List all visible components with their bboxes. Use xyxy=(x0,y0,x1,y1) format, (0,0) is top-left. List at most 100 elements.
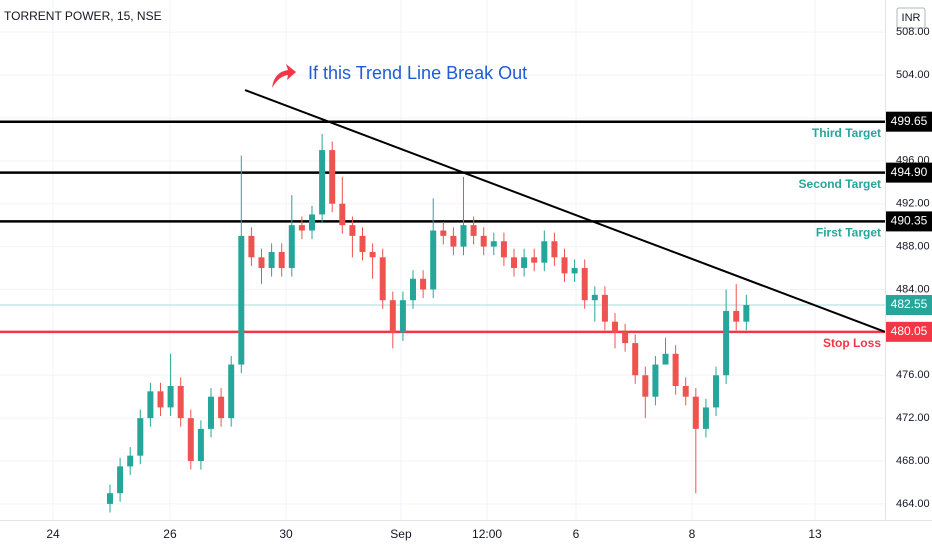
candle-body xyxy=(511,257,518,269)
candle-body xyxy=(733,310,740,322)
y-tick-label: 472.00 xyxy=(896,412,930,424)
candle-body xyxy=(127,455,134,467)
annotation-arrow xyxy=(272,64,296,88)
candle-body xyxy=(248,235,255,258)
price-level-name: Second Target xyxy=(799,177,881,191)
candle-body xyxy=(420,278,427,290)
candle-body xyxy=(521,257,528,269)
candle-body xyxy=(612,321,619,333)
y-tick-label: 508.00 xyxy=(896,26,930,38)
candle-body xyxy=(743,305,750,322)
candle-body xyxy=(117,466,124,494)
candle-body xyxy=(581,268,588,301)
candle-body xyxy=(298,225,305,231)
candles xyxy=(106,134,750,513)
price-level-tag xyxy=(886,321,932,342)
candle-body xyxy=(490,241,497,247)
candle-body xyxy=(106,493,113,504)
candle-body xyxy=(238,235,245,365)
price-level-value: 490.35 xyxy=(891,214,928,228)
candle-body xyxy=(228,364,235,419)
candle-body xyxy=(379,257,386,301)
current-price-tag xyxy=(886,295,932,316)
candle-body xyxy=(682,385,689,397)
candle-body xyxy=(399,300,406,333)
trend-line xyxy=(244,89,886,333)
y-tick-label: 484.00 xyxy=(896,283,930,295)
candle-body xyxy=(329,150,336,204)
candle-body xyxy=(278,251,285,269)
candle-body xyxy=(571,268,578,274)
x-tick-label: 26 xyxy=(163,527,177,541)
candle-body xyxy=(268,251,275,269)
candle-body xyxy=(561,257,568,274)
candle-body xyxy=(288,225,295,269)
candle-body xyxy=(137,418,144,456)
candle-body xyxy=(531,257,538,263)
candle-body xyxy=(662,353,669,365)
price-level-tag xyxy=(886,211,932,232)
candle-body xyxy=(480,235,487,247)
annotation: If this Trend Line Break Out xyxy=(308,63,527,83)
x-tick-label: Sep xyxy=(390,527,412,541)
candle-body xyxy=(591,294,598,301)
price-level-tag xyxy=(886,162,932,183)
currency: INR xyxy=(902,12,921,24)
candle-body xyxy=(177,385,184,419)
price-level-tag xyxy=(886,111,932,132)
candle-body xyxy=(389,300,396,333)
y-tick-label: 504.00 xyxy=(896,69,930,81)
price-level-name: First Target xyxy=(816,226,881,240)
price-level-name: Third Target xyxy=(812,126,881,140)
candle-body xyxy=(622,332,629,344)
candle-body xyxy=(632,343,639,376)
candle-body xyxy=(258,257,265,269)
x-tick-label: 8 xyxy=(689,527,696,541)
candle-body xyxy=(197,428,204,462)
price-level-value: 494.90 xyxy=(891,165,928,179)
candle-body xyxy=(207,396,214,429)
candle-body xyxy=(500,241,507,258)
candle-body xyxy=(309,214,316,231)
candle-body xyxy=(430,230,437,290)
candle-body xyxy=(450,235,457,247)
candle-body xyxy=(369,251,376,258)
candle-body xyxy=(218,396,225,419)
candle-body xyxy=(551,241,558,258)
candle-body xyxy=(723,310,730,376)
price-level-value: 480.05 xyxy=(891,324,928,338)
candle-body xyxy=(713,375,720,408)
candle-body xyxy=(319,150,326,215)
chart-title: TORRENT POWER, 15, NSE xyxy=(4,9,162,23)
candle-body xyxy=(349,225,356,236)
currency-box xyxy=(896,7,926,29)
candle-body xyxy=(642,375,649,397)
candle-body xyxy=(187,418,194,462)
candle-body xyxy=(652,364,659,397)
current-price-label: 482.55 xyxy=(891,297,928,311)
candle-body xyxy=(359,235,366,252)
levels xyxy=(0,120,885,334)
candle-body xyxy=(702,407,709,429)
y-tick-label: 468.00 xyxy=(896,455,930,467)
x-tick-label: 6 xyxy=(573,527,580,541)
y-tick-label: 492.00 xyxy=(896,198,930,210)
candle-body xyxy=(460,225,467,247)
candle-body xyxy=(541,241,548,263)
candle-body xyxy=(470,225,477,236)
candle-body xyxy=(339,203,346,226)
x-tick-label: 30 xyxy=(279,527,293,541)
price-level-value: 499.65 xyxy=(891,114,928,128)
candle-body xyxy=(440,230,447,236)
y-tick-label: 488.00 xyxy=(896,241,930,253)
overlay xyxy=(244,89,886,333)
x-tick-label: 13 xyxy=(808,527,822,541)
candle-body xyxy=(672,353,679,386)
y-tick-label: 464.00 xyxy=(896,498,930,510)
candle-body xyxy=(410,278,417,301)
candle-body xyxy=(601,294,608,322)
x-tick-label: 24 xyxy=(46,527,60,541)
candle-body xyxy=(167,385,174,408)
